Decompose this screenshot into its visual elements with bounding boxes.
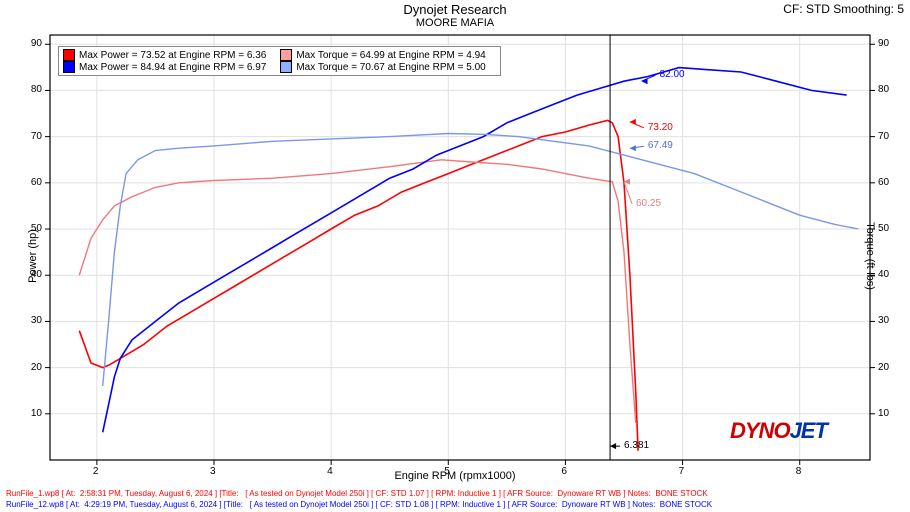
cursor-annotation: 6.381 bbox=[624, 440, 649, 451]
y-tick-left: 40 bbox=[31, 269, 42, 280]
legend-swatch bbox=[63, 49, 75, 61]
y-tick-left: 10 bbox=[31, 408, 42, 419]
y-tick-right: 60 bbox=[878, 177, 889, 188]
legend-text: Max Torque = 70.67 at Engine RPM = 5.00 bbox=[296, 62, 485, 73]
dynojet-watermark: DYNOJET bbox=[730, 418, 827, 444]
cursor-annotation: 67.49 bbox=[648, 140, 673, 151]
smoothing-label: CF: STD Smoothing: 5 bbox=[783, 2, 904, 16]
y-tick-right: 40 bbox=[878, 269, 889, 280]
cursor-annotation: 82.00 bbox=[660, 69, 685, 80]
y-tick-right: 80 bbox=[878, 84, 889, 95]
chart-title: Dynojet Research bbox=[0, 2, 910, 17]
y-tick-left: 60 bbox=[31, 177, 42, 188]
y-tick-left: 90 bbox=[31, 38, 42, 49]
cursor-annotation: 60.25 bbox=[636, 198, 661, 209]
y-tick-right: 70 bbox=[878, 131, 889, 142]
legend-swatch bbox=[63, 61, 75, 73]
x-tick: 7 bbox=[679, 466, 685, 477]
legend-text: Max Power = 73.52 at Engine RPM = 6.36 bbox=[79, 50, 266, 61]
y-tick-right: 10 bbox=[878, 408, 889, 419]
y-tick-right: 50 bbox=[878, 223, 889, 234]
y-tick-left: 80 bbox=[31, 84, 42, 95]
x-axis-label: Engine RPM (rpmx1000) bbox=[0, 470, 910, 482]
x-tick: 5 bbox=[444, 466, 450, 477]
legend-text: Max Power = 84.94 at Engine RPM = 6.97 bbox=[79, 62, 266, 73]
x-tick: 6 bbox=[561, 466, 567, 477]
y-tick-left: 20 bbox=[31, 362, 42, 373]
y-tick-left: 50 bbox=[31, 223, 42, 234]
x-tick: 8 bbox=[796, 466, 802, 477]
y-tick-right: 90 bbox=[878, 38, 889, 49]
footnote-line: RunFile_1.wp8 [ At: 2:58:31 PM, Tuesday,… bbox=[6, 489, 708, 498]
y-tick-left: 30 bbox=[31, 315, 42, 326]
cursor-annotation: 73.20 bbox=[648, 122, 673, 133]
y-tick-left: 70 bbox=[31, 131, 42, 142]
y-axis-label-right: Torque (ft-lbs) bbox=[864, 222, 876, 290]
y-tick-right: 30 bbox=[878, 315, 889, 326]
x-tick: 3 bbox=[210, 466, 216, 477]
legend-swatch bbox=[280, 49, 292, 61]
footnote-line: RunFile_12.wp8 [ At: 4:29:19 PM, Tuesday… bbox=[6, 500, 712, 509]
y-tick-right: 20 bbox=[878, 362, 889, 373]
x-tick: 4 bbox=[327, 466, 333, 477]
legend-text: Max Torque = 64.99 at Engine RPM = 4.94 bbox=[296, 50, 485, 61]
run-footnotes: RunFile_1.wp8 [ At: 2:58:31 PM, Tuesday,… bbox=[6, 489, 712, 510]
legend-box: Max Power = 73.52 at Engine RPM = 6.36Ma… bbox=[58, 46, 501, 76]
legend-swatch bbox=[280, 61, 292, 73]
x-tick: 2 bbox=[93, 466, 99, 477]
chart-subtitle: MOORE MAFIA bbox=[0, 17, 910, 29]
